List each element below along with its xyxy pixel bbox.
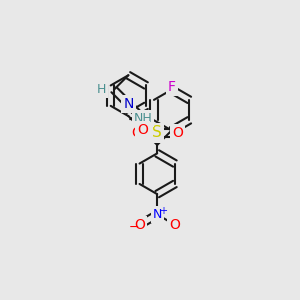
Text: S: S [152, 125, 162, 140]
Text: F: F [168, 80, 176, 94]
Text: O: O [137, 124, 148, 137]
Text: O: O [134, 218, 145, 232]
Text: O: O [169, 218, 180, 232]
Text: +: + [159, 206, 167, 216]
Text: NH: NH [134, 112, 152, 125]
Text: N: N [123, 97, 134, 111]
Text: N: N [152, 208, 162, 221]
Text: H: H [97, 83, 106, 96]
Text: O: O [172, 126, 183, 140]
Text: O: O [131, 126, 142, 140]
Text: −: − [129, 221, 140, 234]
